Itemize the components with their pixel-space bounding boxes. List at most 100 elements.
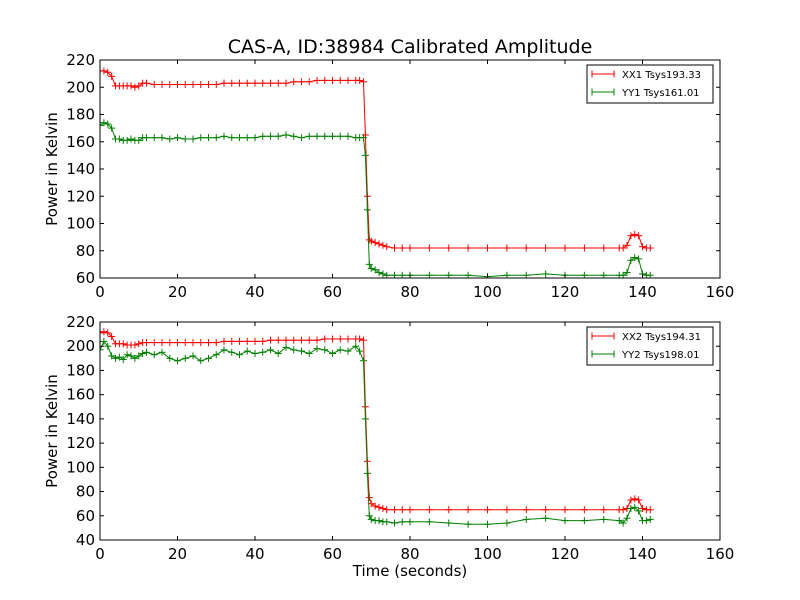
- data-point: [259, 79, 267, 87]
- data-point: [158, 339, 166, 347]
- data-point: [329, 76, 336, 84]
- data-point: [627, 256, 635, 264]
- data-point: [212, 339, 220, 347]
- figure-title: CAS-A, ID:38984 Calibrated Amplitude: [228, 36, 593, 58]
- x-tick-label: 140: [628, 283, 657, 301]
- data-point: [115, 353, 123, 361]
- data-point: [135, 82, 143, 90]
- x-tick-label: 40: [245, 283, 264, 301]
- data-point: [398, 244, 406, 252]
- data-point: [205, 81, 212, 89]
- data-point: [631, 230, 639, 238]
- data-point: [580, 517, 588, 525]
- legend-box: [586, 64, 714, 104]
- data-point: [503, 506, 511, 514]
- y-tick-label: 120: [66, 187, 95, 205]
- data-point: [100, 328, 108, 336]
- data-point: [166, 81, 174, 89]
- data-point: [313, 345, 321, 353]
- y-tick-label: 160: [66, 133, 95, 151]
- data-point: [104, 68, 112, 76]
- data-point: [542, 506, 550, 514]
- y-tick-label: 80: [76, 242, 95, 260]
- data-point: [561, 517, 569, 525]
- data-point: [352, 342, 360, 350]
- data-point: [363, 206, 371, 214]
- data-point: [375, 503, 383, 511]
- data-point: [174, 339, 181, 347]
- data-point: [503, 244, 511, 252]
- bottom-chart: 0 20 40 60 80 100 120 140 160 40 60 80 100 120 140 160 1…: [43, 313, 734, 580]
- data-point: [189, 135, 197, 143]
- data-point: [464, 244, 472, 252]
- data-point: [391, 506, 398, 514]
- data-point: [228, 348, 236, 356]
- data-point: [361, 415, 369, 423]
- data-point: [627, 496, 635, 504]
- data-point: [646, 506, 654, 514]
- y-tick-label: 120: [66, 434, 95, 452]
- series-xx1: [100, 67, 654, 252]
- data-point: [131, 341, 139, 349]
- data-point: [181, 81, 189, 89]
- data-point: [336, 346, 344, 354]
- data-point: [464, 506, 472, 514]
- data-point: [298, 347, 305, 355]
- data-point: [158, 134, 166, 142]
- data-point: [298, 134, 305, 142]
- series-yy2: [100, 337, 654, 528]
- data-point: [108, 124, 116, 132]
- x-tick-label: 160: [706, 283, 735, 301]
- data-point: [329, 349, 336, 357]
- data-point: [166, 135, 174, 143]
- data-point: [259, 348, 267, 356]
- data-point: [100, 337, 108, 345]
- data-point: [115, 135, 123, 143]
- data-point: [104, 120, 112, 128]
- data-point: [336, 76, 344, 84]
- data-point: [398, 518, 406, 526]
- data-point: [305, 132, 313, 140]
- data-point: [150, 81, 158, 89]
- data-point: [356, 76, 364, 84]
- y-tick-label: 160: [66, 386, 95, 404]
- data-point: [212, 351, 220, 359]
- data-point: [398, 506, 406, 514]
- data-point: [619, 244, 627, 252]
- data-point: [635, 507, 643, 515]
- y-tick-label: 140: [66, 160, 95, 178]
- series-yy1: [100, 119, 654, 278]
- data-point: [631, 495, 639, 503]
- y-tick-label: 100: [66, 215, 95, 233]
- data-point: [205, 134, 212, 142]
- data-point: [282, 79, 290, 87]
- data-point: [627, 232, 635, 240]
- data-point: [379, 241, 387, 249]
- data-point: [104, 342, 112, 350]
- data-point: [305, 78, 313, 86]
- data-point: [119, 356, 127, 364]
- data-point: [212, 81, 220, 89]
- data-point: [383, 506, 391, 514]
- data-point: [425, 244, 433, 252]
- data-point: [406, 518, 414, 526]
- data-point: [623, 514, 631, 522]
- y-tick-label: 40: [76, 531, 95, 549]
- data-point: [484, 244, 491, 252]
- data-point: [635, 496, 643, 504]
- data-point: [251, 79, 259, 87]
- data-point: [383, 518, 391, 526]
- data-point: [290, 132, 298, 140]
- x-tick-label: 60: [323, 545, 342, 563]
- x-axis-label: Time (seconds): [352, 562, 468, 580]
- data-point: [619, 519, 627, 527]
- data-point: [243, 134, 251, 142]
- data-point: [363, 469, 371, 477]
- data-point: [143, 348, 150, 356]
- data-point: [100, 67, 108, 75]
- y-tick-label: 80: [76, 483, 95, 501]
- data-point: [360, 78, 367, 86]
- data-point: [259, 337, 267, 345]
- x-tick-label: 20: [168, 545, 187, 563]
